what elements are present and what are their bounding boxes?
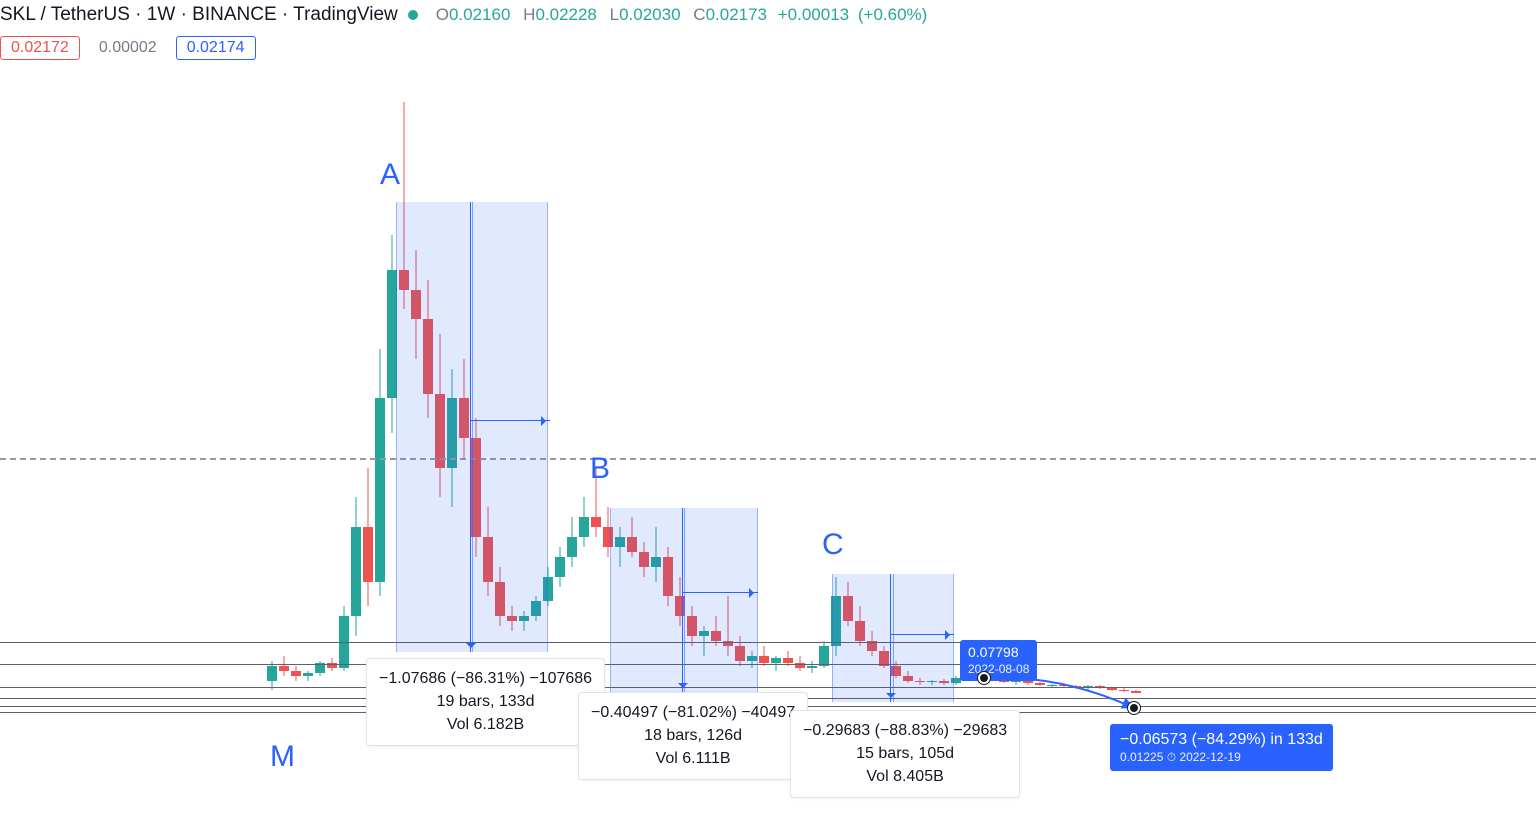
price-chart[interactable]: ABCM−1.07686 (−86.31%) −10768619 bars, 1… xyxy=(0,62,1536,829)
market-status-dot xyxy=(408,10,418,20)
ohlc-readout: O0.02160 H0.02228 L0.02030 C0.02173 +0.0… xyxy=(428,5,928,25)
bid-ask-row: 0.02172 0.00002 0.02174 xyxy=(0,36,256,60)
symbol-title[interactable]: SKL / TetherUS · 1W · BINANCE · TradingV… xyxy=(0,4,398,26)
forecast-anchor-2[interactable] xyxy=(1128,702,1140,714)
spread-pill: 0.00002 xyxy=(88,36,168,60)
chart-header: SKL / TetherUS · 1W · BINANCE · TradingV… xyxy=(0,4,927,26)
forecast-anchor-1[interactable] xyxy=(978,672,990,684)
ask-pill[interactable]: 0.02174 xyxy=(176,36,256,60)
bid-pill[interactable]: 0.02172 xyxy=(0,36,80,60)
forecast-curve xyxy=(0,62,1536,829)
